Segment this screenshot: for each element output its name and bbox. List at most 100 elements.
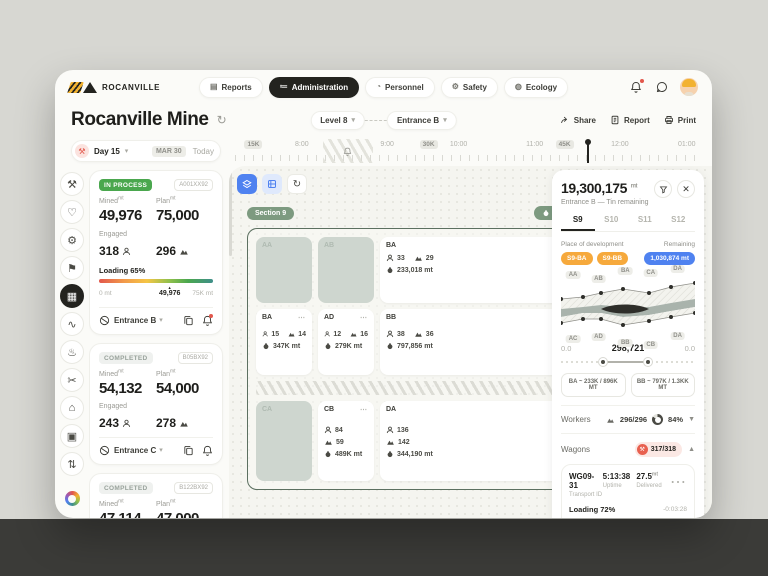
- tools-icon: ✂: [67, 374, 77, 387]
- workers-count: 296/296: [619, 415, 648, 424]
- range-button-ba[interactable]: BA ~ 233K / 896K MT: [561, 373, 626, 397]
- rail-settings-button[interactable]: ⚙: [60, 228, 84, 252]
- nav-administration[interactable]: ≔ Administration: [268, 76, 360, 98]
- rail-health-button[interactable]: ♡: [60, 200, 84, 224]
- person-icon: [324, 426, 332, 434]
- mine-map-canvas[interactable]: ↻ + − Section 9 2,490,671 mt: [229, 166, 712, 518]
- rail-structure-button[interactable]: ⌂: [60, 396, 84, 420]
- rainbow-logo-icon[interactable]: [64, 491, 80, 506]
- print-button[interactable]: Print: [664, 115, 696, 125]
- more-icon[interactable]: ⋯: [360, 315, 368, 322]
- rail-map-button[interactable]: ▦: [60, 284, 84, 308]
- copy-button[interactable]: [182, 314, 194, 326]
- scrollbar[interactable]: [229, 172, 232, 256]
- refresh-icon[interactable]: ↻: [216, 113, 227, 127]
- mountain-icon: [414, 256, 422, 261]
- dev-label: Place of development: [561, 241, 624, 248]
- tab-s10[interactable]: S10: [604, 215, 619, 224]
- close-panel-button[interactable]: ✕: [677, 180, 695, 198]
- person-icon: [122, 419, 131, 427]
- rail-tools-button[interactable]: ✂: [60, 368, 84, 392]
- progress-ring-icon: [652, 414, 664, 425]
- card-alerts-button[interactable]: [201, 444, 213, 456]
- nav-ecology[interactable]: ◍ Ecology: [503, 76, 569, 98]
- user-avatar[interactable]: [679, 78, 698, 96]
- dev-pill-s9bb[interactable]: S9-BB: [596, 252, 629, 265]
- copy-button[interactable]: [182, 444, 194, 456]
- day-selector[interactable]: ⚒ Day 15 ▾ MAR 30 Today: [71, 140, 221, 162]
- mountain-icon: [350, 332, 357, 337]
- room-block-ab[interactable]: AB: [318, 237, 374, 303]
- range-slider[interactable]: [561, 357, 695, 367]
- chevron-up-icon[interactable]: ▲: [688, 446, 695, 453]
- seam-profile-chart[interactable]: AA AB BA CA DA AC AD BB CB DA: [561, 265, 695, 349]
- person-icon: [324, 331, 330, 337]
- chat-button[interactable]: [654, 79, 670, 95]
- timeline-playhead[interactable]: [584, 139, 591, 163]
- chevron-down-icon[interactable]: ▾: [159, 447, 163, 454]
- level-select[interactable]: Level 8 ▾: [310, 110, 365, 130]
- status-badge: COMPLETED: [99, 482, 153, 494]
- entrance-select[interactable]: Entrance B ▾: [386, 110, 457, 130]
- seam-chart-graphic: [561, 281, 695, 327]
- rail-cargo-button[interactable]: ▣: [60, 424, 84, 448]
- range-button-bb[interactable]: BB ~ 797K / 1.3KK MT: [630, 373, 695, 397]
- panel-subtitle: Entrance B — Tin remaining: [561, 199, 649, 206]
- more-icon[interactable]: ⋯: [360, 407, 368, 414]
- sync-button[interactable]: ↻: [287, 174, 307, 194]
- chevron-down-icon[interactable]: ▼: [688, 416, 695, 423]
- entrance-card: IN PROCESS A001XX92 Minedmt 49,976 Planmt…: [89, 170, 223, 335]
- chevron-down-icon[interactable]: ▾: [159, 317, 163, 324]
- rail-waves-button[interactable]: ∿: [60, 312, 84, 336]
- room-card-cb[interactable]: CB ⋯ 84 59 489K mt: [318, 401, 374, 481]
- rail-transfer-button[interactable]: ⇅: [60, 452, 84, 476]
- tab-s12[interactable]: S12: [671, 215, 686, 224]
- filter-button[interactable]: [654, 180, 672, 198]
- slider-handle-left[interactable]: [598, 358, 607, 366]
- timeline-ruler[interactable]: 15K 8:00 9:00 30K 10:00 11:00 45K 12:00 …: [235, 139, 696, 163]
- section-label[interactable]: Section 9: [247, 206, 295, 220]
- workers-row[interactable]: Workers 296/296 84% ▼: [561, 414, 695, 425]
- room-block-aa[interactable]: AA: [256, 237, 312, 303]
- seam-chip: DA: [670, 332, 685, 340]
- report-button[interactable]: Report: [610, 115, 650, 125]
- mountain-icon: [414, 332, 422, 337]
- room-card-ad[interactable]: AD ⋯ 12 16 279K mt: [318, 309, 374, 375]
- alert-dot: [209, 314, 213, 318]
- code-badge: B122BX92: [174, 482, 213, 494]
- haulage-corridor: [256, 381, 637, 395]
- content-area: ⚒ ♡ ⚙ ⚑ ▦ ∿ ♨ ✂ ⌂ ▣ ⇅ IN PROCESS A001XX9…: [55, 166, 712, 518]
- card-alerts-button[interactable]: [201, 314, 213, 326]
- share-button[interactable]: Share: [560, 115, 596, 125]
- notifications-button[interactable]: [628, 79, 644, 95]
- gear-icon: ⚙: [451, 82, 459, 91]
- nav-safety[interactable]: ⚙ Safety: [440, 76, 498, 98]
- entrance-cards-column: IN PROCESS A001XX92 Minedmt 49,976 Planmt…: [89, 166, 229, 518]
- time-label: 8:00: [295, 141, 309, 148]
- nav-personnel[interactable]: ◔ Personnel: [365, 76, 435, 98]
- dev-pill-s9ba[interactable]: S9-BA: [561, 252, 593, 265]
- date-badge: MAR 30: [151, 145, 186, 157]
- sections-count: 278: [156, 416, 177, 430]
- rail-temperature-button[interactable]: ♨: [60, 340, 84, 364]
- room-card-ba2[interactable]: BA ⋯ 15 14 347K mt: [256, 309, 312, 375]
- draw-tool-button[interactable]: [237, 174, 257, 194]
- more-icon[interactable]: ⋯: [670, 474, 688, 491]
- location-selectors: Level 8 ▾ Entrance B ▾: [310, 110, 457, 130]
- time-label: 11:00: [526, 141, 544, 148]
- more-icon[interactable]: ⋯: [298, 315, 306, 322]
- room-block-ca[interactable]: CA: [256, 401, 312, 481]
- seam-chip: CB: [643, 341, 659, 349]
- slider-handle-right[interactable]: [644, 358, 653, 366]
- code-badge: B05BX92: [177, 352, 213, 364]
- nav-reports[interactable]: ▤ Reports: [198, 76, 263, 98]
- entrance-label: Entrance C: [114, 445, 157, 455]
- scale-min: 0 mt: [99, 290, 112, 297]
- rail-flag-button[interactable]: ⚑: [60, 256, 84, 280]
- tab-s11[interactable]: S11: [637, 215, 652, 224]
- wagons-row[interactable]: Wagons ⚒ 317/318 ▲: [561, 442, 695, 457]
- map-mode-button[interactable]: [262, 174, 282, 194]
- rail-helmet-button[interactable]: ⚒: [60, 172, 84, 196]
- tab-s9[interactable]: S9: [561, 215, 595, 231]
- weight-icon: ⚒: [636, 444, 648, 455]
